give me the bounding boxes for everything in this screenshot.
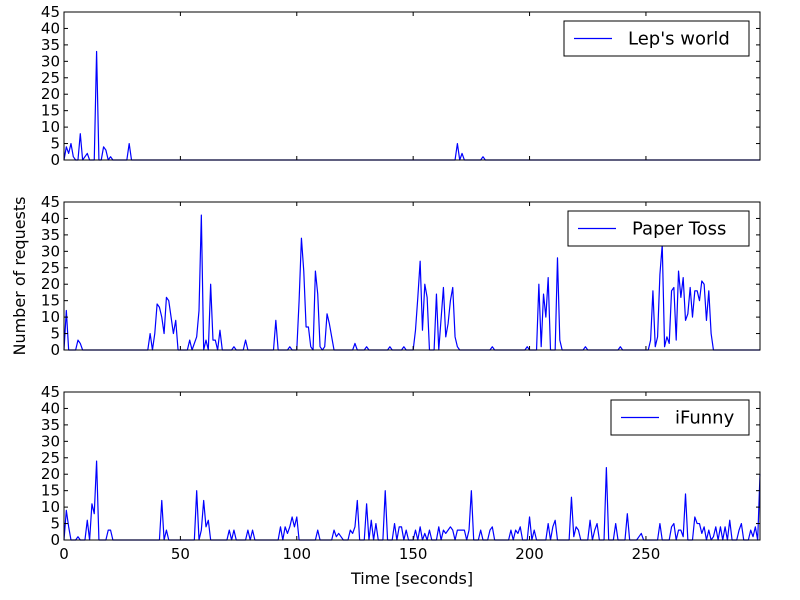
- x-tick-label: 50: [171, 545, 190, 563]
- x-tick-label: 100: [282, 545, 311, 563]
- axes-frame: [63, 391, 761, 541]
- y-tick-label: 25: [41, 259, 60, 277]
- y-tick-label: 5: [50, 515, 60, 533]
- axes-frame: [63, 201, 761, 351]
- legend: Lep's world: [563, 20, 750, 57]
- y-tick-label: 0: [50, 531, 60, 549]
- y-tick-label: 25: [41, 69, 60, 87]
- legend: iFunny: [610, 399, 750, 436]
- x-tick-label: 150: [399, 545, 428, 563]
- legend: Paper Toss: [567, 210, 750, 247]
- y-tick-label: 45: [41, 3, 60, 21]
- y-tick-label: 5: [50, 135, 60, 153]
- y-tick-label: 15: [41, 482, 60, 500]
- legend-label: Lep's world: [628, 29, 730, 50]
- legend-label: iFunny: [675, 408, 735, 429]
- y-tick-label: 35: [41, 416, 60, 434]
- y-tick-label: 0: [50, 341, 60, 359]
- y-tick-label: 30: [41, 432, 60, 450]
- axes-frame: [63, 11, 761, 161]
- y-tick-label: 35: [41, 226, 60, 244]
- y-tick-label: 45: [41, 193, 60, 211]
- x-tick-label: 250: [632, 545, 661, 563]
- y-tick-label: 30: [41, 52, 60, 70]
- y-tick-label: 40: [41, 19, 60, 37]
- x-axis-label: Time [seconds]: [350, 569, 473, 588]
- y-tick-label: 35: [41, 36, 60, 54]
- y-tick-label: 10: [41, 118, 60, 136]
- y-tick-label: 10: [41, 308, 60, 326]
- y-tick-label: 20: [41, 465, 60, 483]
- y-tick-label: 20: [41, 275, 60, 293]
- y-axis-label: Number of requests: [10, 196, 29, 355]
- x-tick-label: 200: [515, 545, 544, 563]
- y-tick-label: 40: [41, 399, 60, 417]
- y-tick-label: 5: [50, 325, 60, 343]
- legend-label: Paper Toss: [632, 219, 726, 240]
- x-tick-label: 0: [59, 545, 69, 563]
- series-line: [63, 460, 761, 541]
- y-tick-label: 40: [41, 209, 60, 227]
- y-tick-label: 15: [41, 292, 60, 310]
- y-tick-label: 10: [41, 498, 60, 516]
- y-tick-label: 0: [50, 151, 60, 169]
- series-line: [63, 50, 760, 161]
- y-tick-label: 25: [41, 449, 60, 467]
- y-tick-label: 45: [41, 383, 60, 401]
- y-tick-label: 20: [41, 85, 60, 103]
- y-tick-label: 30: [41, 242, 60, 260]
- y-tick-label: 15: [41, 102, 60, 120]
